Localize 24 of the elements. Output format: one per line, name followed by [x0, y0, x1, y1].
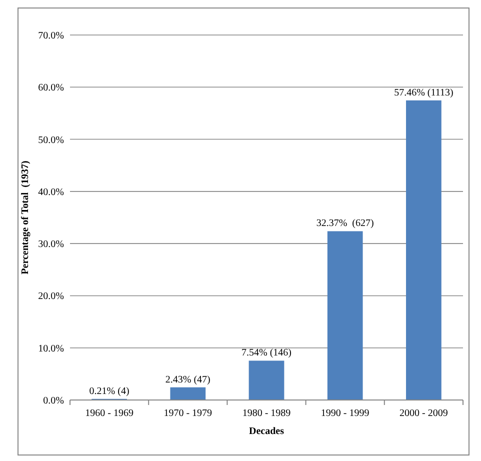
x-tick-label: 1960 - 1969 [85, 408, 134, 419]
data-label: 7.54% (146) [242, 348, 292, 359]
y-tick-label: 30.0% [38, 239, 64, 250]
x-tick-label: 1980 - 1989 [242, 408, 291, 419]
bar [248, 360, 284, 400]
bar [327, 231, 363, 400]
y-tick-label: 50.0% [38, 134, 64, 146]
x-tick-label: 1970 - 1979 [164, 408, 212, 419]
y-tick-label: 60.0% [38, 82, 64, 94]
x-tick-label: 2000 - 2009 [400, 408, 448, 419]
y-tick-label: 70.0% [38, 30, 64, 42]
data-label: 2.43% (47) [165, 374, 210, 386]
x-tick-label: 1990 - 1999 [320, 408, 370, 419]
y-tick-label: 40.0% [38, 186, 64, 198]
bar [170, 387, 206, 400]
x-axis-title: Decades [249, 426, 284, 437]
y-tick-label: 0.0% [43, 396, 64, 406]
y-tick-label: 10.0% [38, 343, 64, 354]
y-tick-label: 20.0% [38, 291, 64, 302]
y-axis-title: Percentage of Total (1937) [20, 160, 31, 274]
bar [406, 100, 442, 400]
data-label: 0.21% (4) [89, 386, 130, 397]
data-label: 32.37% (627) [316, 218, 374, 230]
data-label: 57.46% (1113) [394, 87, 454, 98]
